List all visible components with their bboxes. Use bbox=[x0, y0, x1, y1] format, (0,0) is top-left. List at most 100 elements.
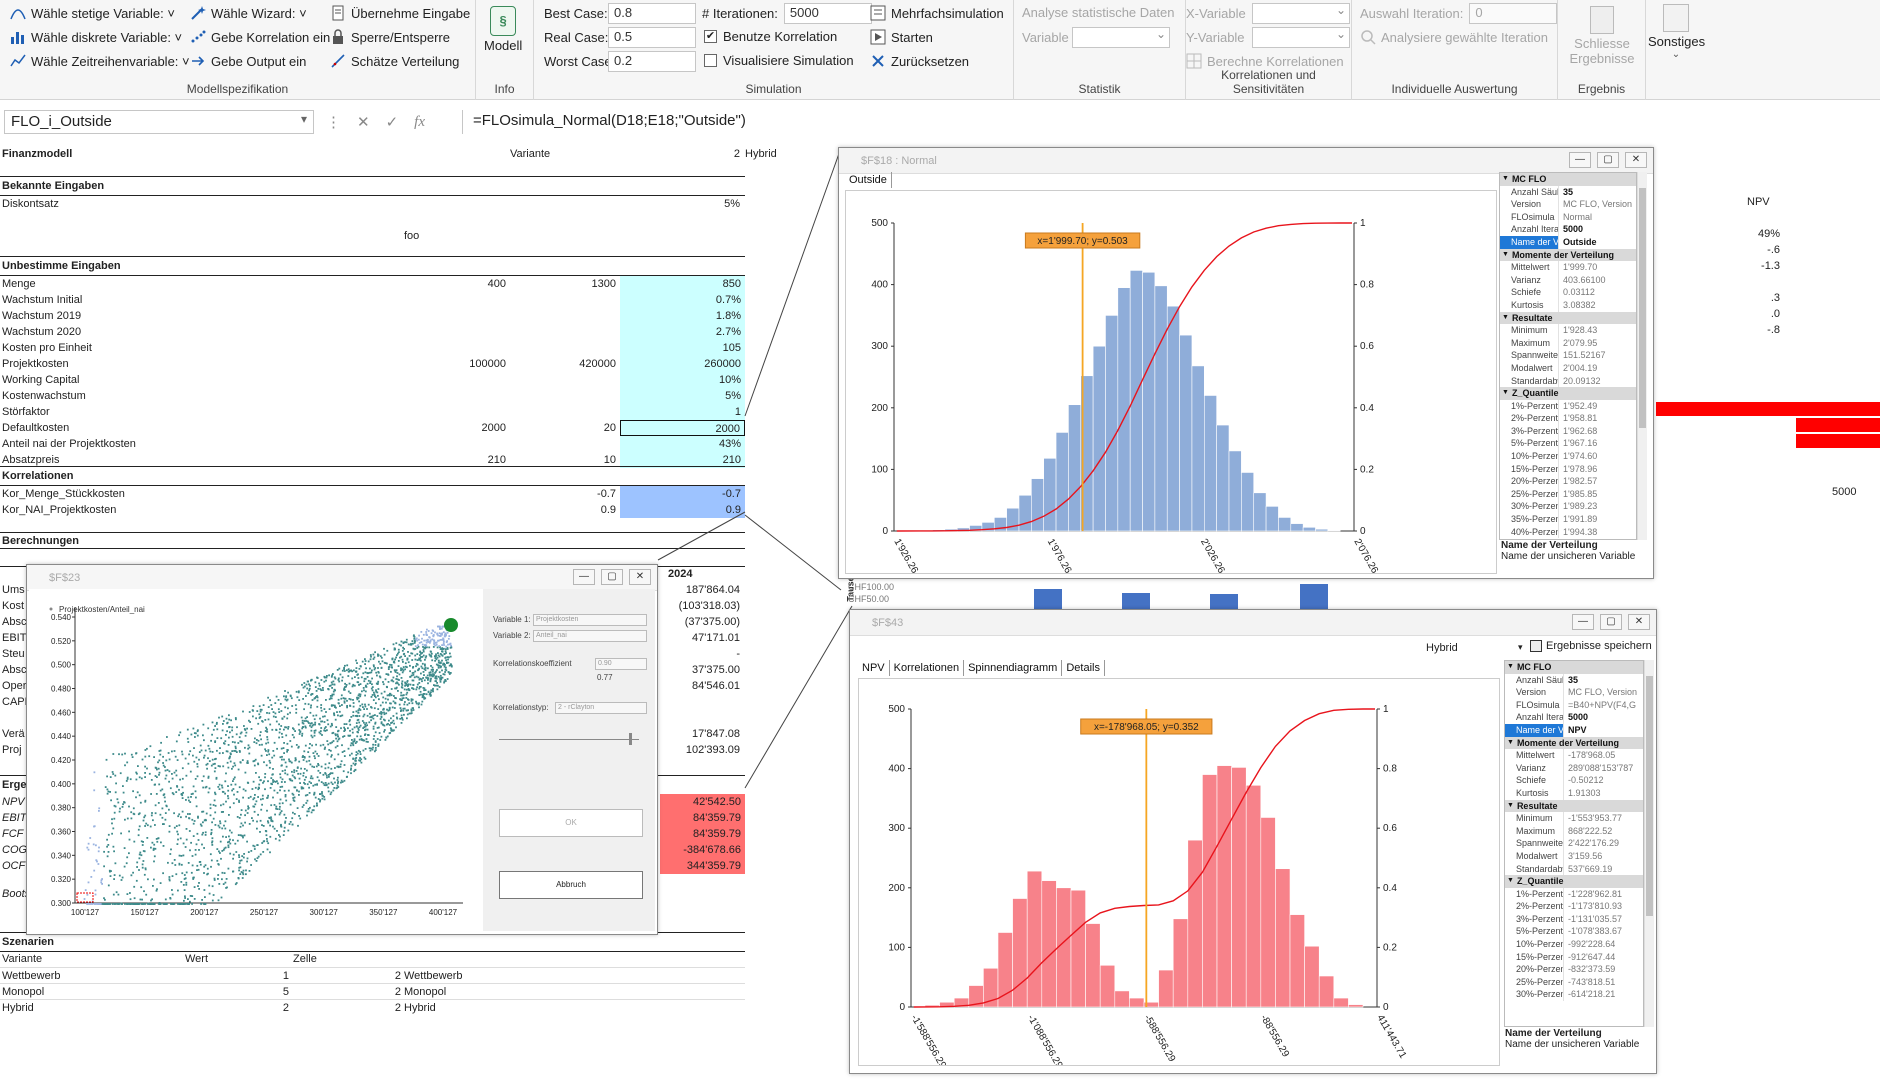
sz-wert[interactable]: 1 bbox=[282, 970, 289, 982]
coef-slider[interactable] bbox=[499, 739, 639, 740]
schaetze-verteilung-button[interactable]: Schätze Verteilung bbox=[330, 53, 459, 69]
tab-details[interactable]: Details bbox=[1062, 660, 1105, 676]
cell-e[interactable]: 20 bbox=[603, 422, 616, 434]
berechne-korrelationen-button[interactable]: Berechne Korrelationen bbox=[1186, 53, 1344, 69]
var2-select[interactable]: Anteil_nai bbox=[533, 630, 647, 642]
cell-d[interactable]: 2000 bbox=[481, 422, 506, 434]
result-value[interactable]: 42'542.50 bbox=[660, 794, 745, 810]
property-row[interactable]: 1%-Perzentil 1'952.49 bbox=[1500, 399, 1636, 413]
row-label[interactable]: Absatzpreis bbox=[2, 454, 60, 466]
row-label[interactable]: Defaultkosten bbox=[2, 422, 70, 434]
row-label[interactable]: Oper bbox=[2, 680, 27, 692]
checkbox-checked[interactable]: ✔ bbox=[704, 30, 717, 43]
property-row[interactable]: 5%-Perzentil 1'967.16 bbox=[1500, 437, 1636, 451]
result-value[interactable]: 344'359.79 bbox=[660, 858, 745, 874]
y-variable-select[interactable] bbox=[1252, 27, 1350, 48]
property-category[interactable]: ▼ MC FLO bbox=[1500, 173, 1636, 186]
sz-header-variante[interactable]: Variante bbox=[2, 953, 43, 965]
cancel-icon[interactable]: ✕ bbox=[357, 114, 370, 131]
property-row[interactable]: 25%-Perzent -743'818.51 bbox=[1505, 975, 1643, 989]
property-row[interactable]: 2%-Perzentil 1'958.81 bbox=[1500, 412, 1636, 425]
property-row[interactable]: Anzahl Iterati5000 bbox=[1500, 223, 1636, 236]
property-row[interactable]: Standardabw.20.09132 bbox=[1500, 374, 1636, 388]
property-category[interactable]: ▼ Resultate bbox=[1505, 799, 1643, 813]
close-button[interactable]: ✕ bbox=[1628, 614, 1650, 630]
sz-zelle[interactable]: 2 bbox=[394, 1002, 401, 1014]
zuruecksetzen-button[interactable]: Zurücksetzen bbox=[870, 53, 969, 69]
property-row[interactable]: Kurtosis 3.08382 bbox=[1500, 298, 1636, 312]
property-row[interactable]: Name der VaNPV bbox=[1505, 723, 1643, 737]
sensitivity-bar[interactable]: -0.21 bbox=[1796, 434, 1880, 448]
cell-f[interactable]: 2.7% bbox=[620, 324, 745, 340]
calc-value[interactable]: - bbox=[736, 648, 740, 660]
row-label[interactable]: EBIT bbox=[2, 632, 27, 644]
property-row[interactable]: Spannweite 2'422'176.29 bbox=[1505, 837, 1643, 850]
window-title[interactable]: $F$43 — ▢ ✕ bbox=[850, 610, 1656, 636]
diskrete-variable-button[interactable]: Wähle diskrete Variable: ˅ bbox=[10, 29, 182, 45]
collapse-icon[interactable]: ▼ bbox=[1507, 738, 1514, 746]
property-row[interactable]: Modalwert 3'159.56 bbox=[1505, 849, 1643, 863]
cell-f[interactable]: 5% bbox=[620, 388, 745, 404]
calc-value[interactable]: 47'171.01 bbox=[692, 632, 740, 644]
row-label[interactable]: Projektkosten bbox=[2, 358, 69, 370]
right-value[interactable]: .0 bbox=[1770, 308, 1780, 320]
row-label[interactable]: Kost bbox=[2, 600, 25, 612]
row-label[interactable]: Ums bbox=[2, 584, 25, 596]
row-label[interactable]: NPV bbox=[2, 796, 25, 808]
iterations-count[interactable]: 5000 bbox=[1832, 486, 1857, 498]
sz-name[interactable]: Monopol bbox=[404, 986, 447, 998]
window-title[interactable]: $F$18 : Normal — ▢ ✕ bbox=[839, 148, 1653, 174]
schliesse-ergebnisse-button[interactable]: Schliesse Ergebnisse bbox=[1562, 6, 1642, 66]
cell-f[interactable]: 10% bbox=[620, 372, 745, 388]
auswahl-iteration-input[interactable]: 0 bbox=[1469, 3, 1558, 24]
cell-d[interactable]: 210 bbox=[487, 454, 506, 466]
row-label[interactable]: Steu bbox=[2, 648, 25, 660]
section-bekannte[interactable]: Bekannte Eingaben bbox=[2, 180, 105, 192]
model-title[interactable]: Finanzmodell bbox=[2, 148, 73, 160]
starten-button[interactable]: Starten bbox=[870, 29, 933, 45]
row-label[interactable]: COGS bbox=[2, 844, 32, 856]
row-label[interactable]: Kor_NAI_Projektkosten bbox=[2, 504, 117, 516]
tab-spinnendiagramm[interactable]: Spinnendiagramm bbox=[964, 660, 1063, 676]
right-value[interactable]: -.8 bbox=[1767, 324, 1780, 336]
mehrfachsimulation-button[interactable]: Mehrfachsimulation bbox=[870, 5, 1004, 21]
row-label[interactable]: Menge bbox=[2, 278, 36, 290]
calc-value[interactable]: (37'375.00) bbox=[684, 616, 740, 628]
sensitivity-bar[interactable]: -0.89 bbox=[1656, 402, 1880, 416]
cell-e[interactable]: 420000 bbox=[579, 358, 616, 370]
close-button[interactable]: ✕ bbox=[1625, 152, 1647, 168]
property-row[interactable]: Schiefe 0.03112 bbox=[1500, 286, 1636, 299]
sperre-button[interactable]: Sperre/Entsperre bbox=[330, 29, 450, 45]
property-category[interactable]: ▼ Momente der Verteilung bbox=[1505, 736, 1643, 750]
collapse-icon[interactable]: ▼ bbox=[1502, 250, 1509, 258]
slider-handle[interactable] bbox=[629, 733, 632, 745]
property-row[interactable]: Varianz 403.66100 bbox=[1500, 273, 1636, 287]
save-results-button[interactable]: Ergebnisse speichern bbox=[1530, 640, 1652, 652]
property-row[interactable]: 15%-Perzent -912'647.44 bbox=[1505, 950, 1643, 964]
collapse-icon[interactable]: ▼ bbox=[1507, 877, 1514, 885]
analysiere-iteration-button[interactable]: Analysiere gewählte Iteration bbox=[1360, 29, 1548, 45]
minimize-button[interactable]: — bbox=[573, 569, 595, 585]
property-row[interactable]: Anzahl Iterati5000 bbox=[1505, 711, 1643, 724]
cell-f[interactable]: 1 bbox=[620, 404, 745, 420]
variante-name[interactable]: Hybrid bbox=[745, 148, 777, 160]
property-row[interactable]: 5%-Perzentil -1'078'383.67 bbox=[1505, 925, 1643, 939]
property-row[interactable]: Maximum 868'222.52 bbox=[1505, 824, 1643, 838]
collapse-icon[interactable]: ▼ bbox=[1502, 313, 1509, 321]
maximize-button[interactable]: ▢ bbox=[601, 569, 623, 585]
property-row[interactable]: Anzahl Säulen35 bbox=[1500, 185, 1636, 199]
variable-select[interactable] bbox=[1072, 27, 1170, 48]
sz-wert[interactable]: 2 bbox=[282, 1002, 289, 1014]
property-category[interactable]: ▼ MC FLO bbox=[1505, 661, 1643, 674]
ok-button[interactable]: OK bbox=[499, 809, 643, 837]
right-value[interactable]: -.6 bbox=[1767, 244, 1780, 256]
property-category[interactable]: ▼ Resultate bbox=[1500, 311, 1636, 325]
calc-value[interactable]: (103'318.03) bbox=[678, 600, 740, 612]
row-label[interactable]: Absc bbox=[2, 664, 27, 676]
diskont-label[interactable]: Diskontsatz bbox=[2, 198, 59, 210]
scroll-thumb[interactable] bbox=[1639, 188, 1646, 428]
sensitivity-bar[interactable]: -0.21 bbox=[1796, 418, 1880, 432]
cell-f[interactable]: 0.9 bbox=[620, 502, 745, 518]
variante-value[interactable]: 2 bbox=[733, 148, 740, 160]
